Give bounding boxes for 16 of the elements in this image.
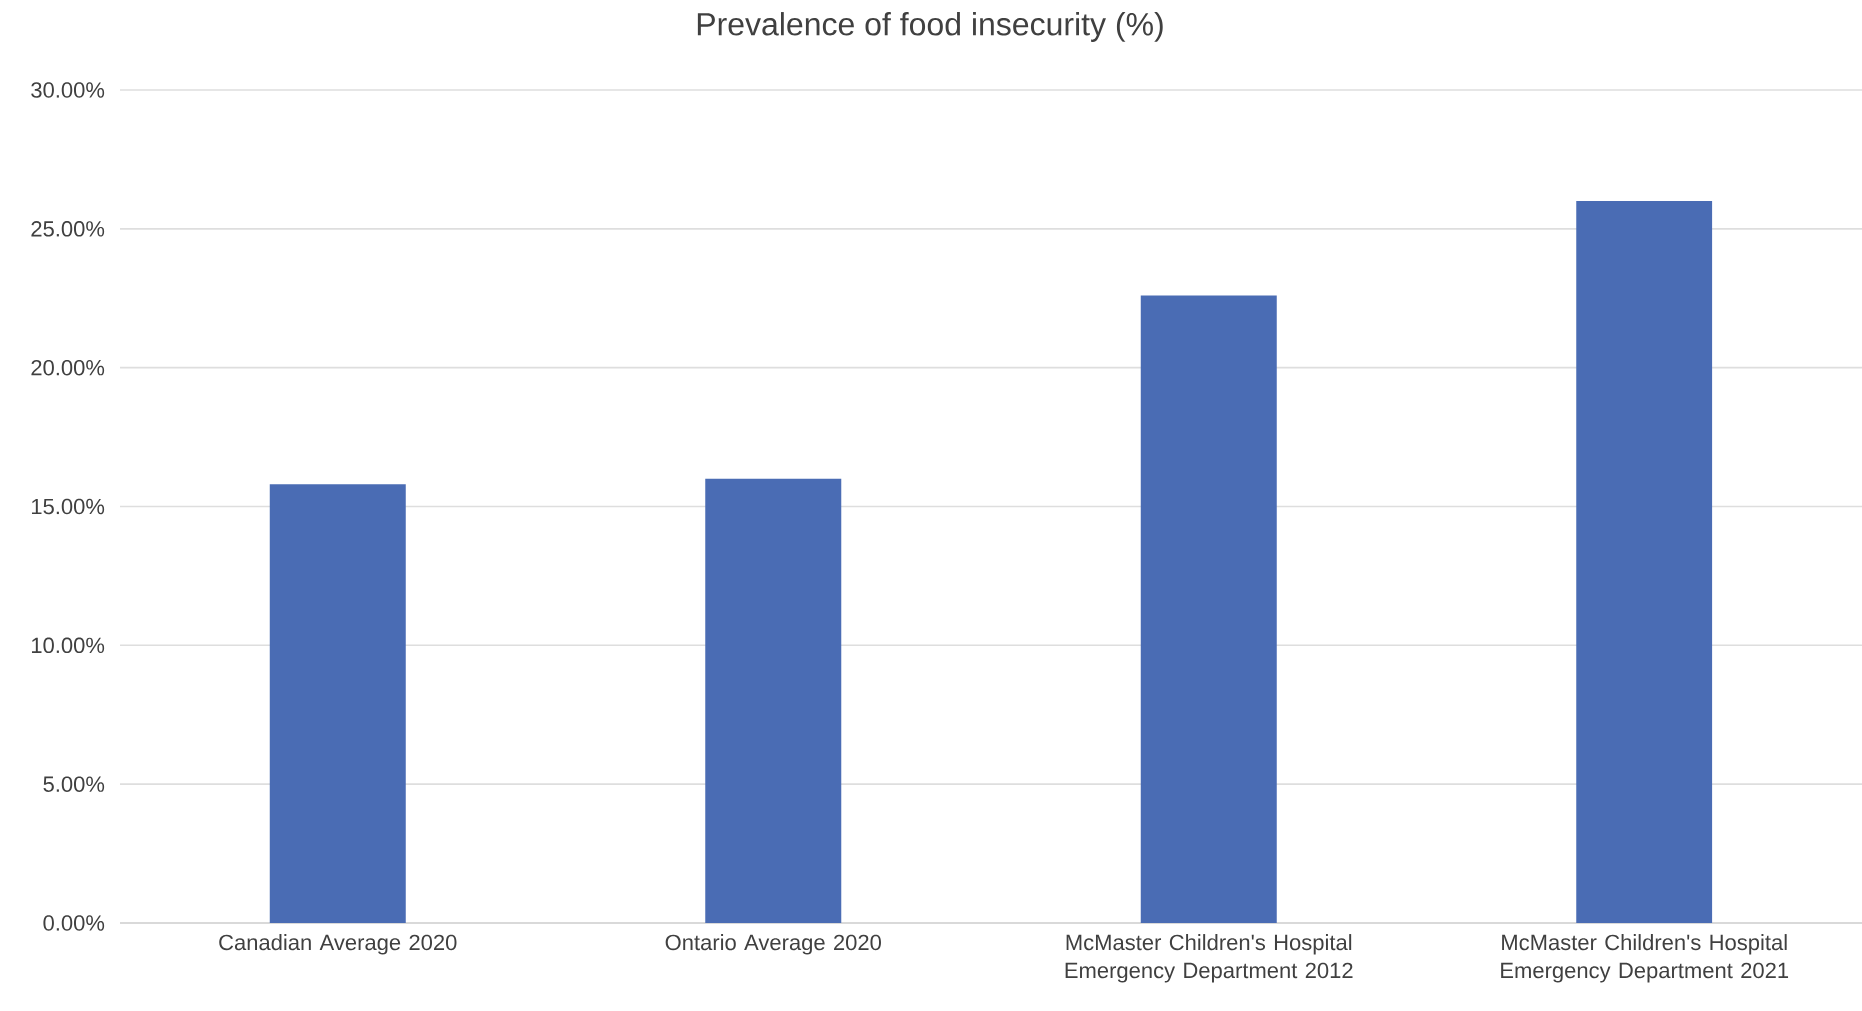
- bar: [269, 484, 406, 923]
- chart-title: Prevalence of food insecurity (%): [697, 12, 1163, 42]
- y-tick-label: 25.00%: [31, 221, 105, 237]
- x-tick-label: Canadian Average 2020: [219, 934, 457, 955]
- y-tick-label: 10.00%: [31, 637, 105, 654]
- x-tick-label: Ontario Average 2020: [665, 934, 881, 955]
- bar: [705, 478, 842, 923]
- x-tick-label: McMaster Children's Hospital Emergency Department 2021: [1501, 934, 1789, 983]
- y-tick-label: 0.00%: [43, 915, 105, 931]
- y-tick-label: 15.00%: [31, 498, 105, 515]
- y-tick-label: 30.00%: [31, 82, 105, 98]
- x-tick-label: McMaster Children's Hospital Emergency Department 2012: [1065, 934, 1353, 983]
- y-tick-label: 5.00%: [43, 776, 105, 792]
- bar: [1140, 295, 1277, 923]
- y-tick-label: 20.00%: [31, 359, 105, 376]
- bar: [1576, 201, 1713, 923]
